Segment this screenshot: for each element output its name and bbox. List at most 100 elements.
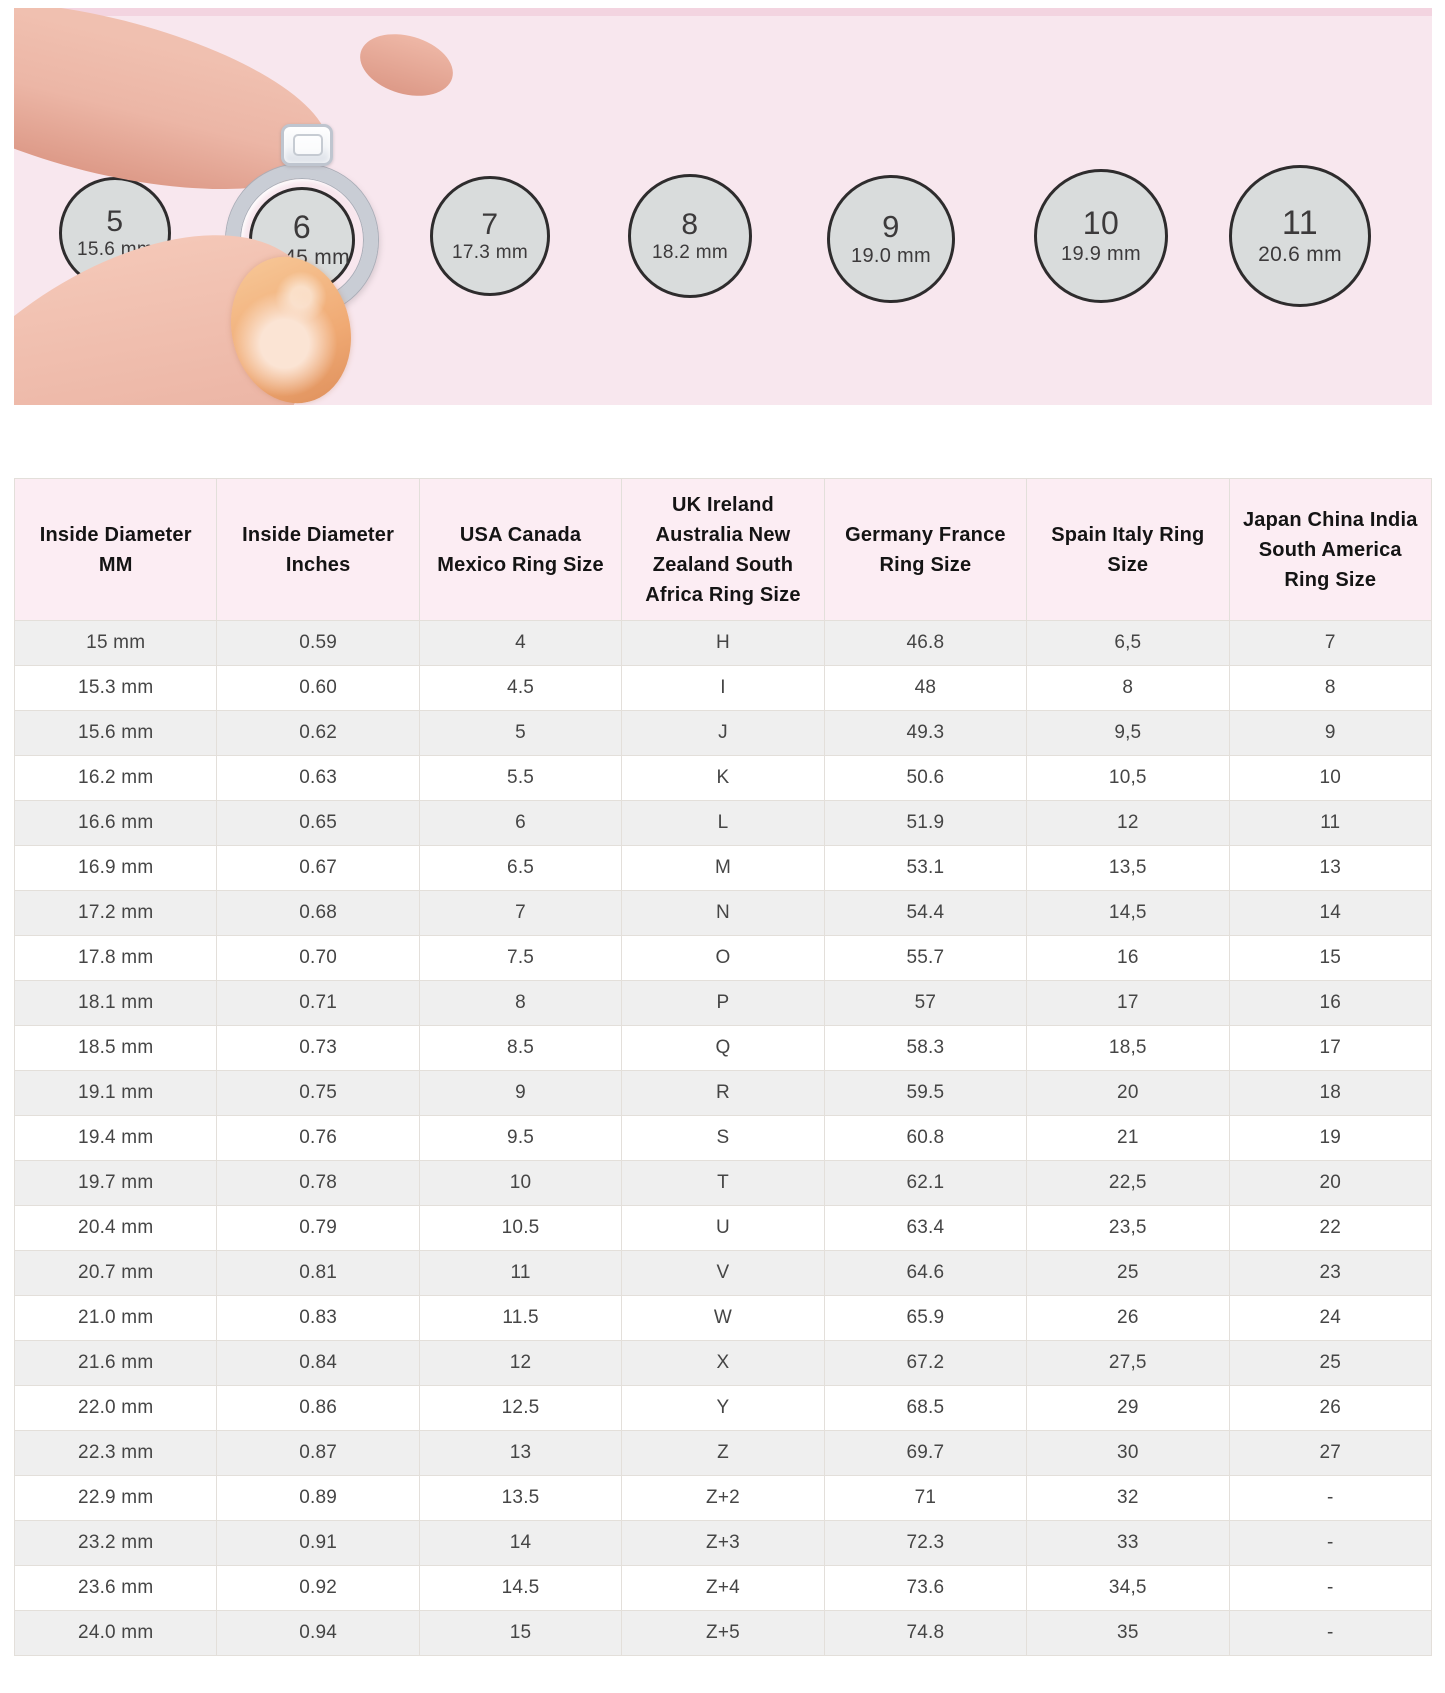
column-header: Inside Diameter MM	[13, 478, 218, 621]
table-row: 20.7 mm 0.81 11 V 64.6 25 23	[13, 1250, 1433, 1296]
table-row: 16.2 mm 0.63 5.5 K 50.6 10,5 10	[13, 755, 1433, 801]
ring-size-diameter: 18.2 mm	[651, 242, 728, 264]
table-cell: V	[621, 1250, 825, 1296]
diamond-icon	[281, 124, 333, 166]
table-cell: 23	[1228, 1250, 1433, 1296]
table-cell: 0.76	[216, 1115, 420, 1161]
table-cell: 10	[418, 1160, 623, 1206]
table-cell: 0.70	[216, 935, 420, 981]
table-cell: 22.9 mm	[13, 1475, 218, 1521]
column-header: Spain Italy Ring Size	[1026, 478, 1230, 621]
table-row: 17.8 mm 0.70 7.5 O 55.7 16 15	[13, 935, 1433, 981]
column-header-line: Zealand South	[652, 553, 794, 576]
table-cell: 32	[1026, 1475, 1230, 1521]
table-cell: 4.5	[418, 665, 623, 711]
column-header-line: Inches	[285, 553, 351, 576]
table-cell: 19.4 mm	[13, 1115, 218, 1161]
table-cell: 19.7 mm	[13, 1160, 218, 1206]
ring-size-diameter: 17.3 mm	[451, 242, 528, 264]
table-cell: 18,5	[1026, 1025, 1230, 1071]
table-cell: 15	[1228, 935, 1433, 981]
table-cell: 29	[1026, 1385, 1230, 1431]
table-cell: 0.67	[216, 845, 420, 891]
table-cell: Z+5	[621, 1610, 825, 1656]
table-cell: 67.2	[823, 1340, 1028, 1386]
table-cell: 51.9	[823, 800, 1028, 846]
table-cell: 62.1	[823, 1160, 1028, 1206]
table-cell: X	[621, 1340, 825, 1386]
table-cell: 0.65	[216, 800, 420, 846]
column-header-line: Japan China India	[1242, 508, 1418, 531]
ring-size-number: 7	[481, 207, 499, 241]
table-cell: Z+4	[621, 1565, 825, 1611]
table-cell: 10.5	[418, 1205, 623, 1251]
ring-size-diameter: 20.6 mm	[1258, 243, 1342, 267]
table-row: 17.2 mm 0.68 7 N 54.4 14,5 14	[13, 890, 1433, 936]
table-cell: 17	[1026, 980, 1230, 1026]
table-cell: 14	[418, 1520, 623, 1566]
table-cell: -	[1228, 1610, 1433, 1656]
table-cell: 16.6 mm	[13, 800, 218, 846]
table-cell: 18.5 mm	[13, 1025, 218, 1071]
table-cell: 9,5	[1026, 710, 1230, 756]
table-cell: 8.5	[418, 1025, 623, 1071]
table-cell: 59.5	[823, 1070, 1028, 1116]
table-cell: 16.9 mm	[13, 845, 218, 891]
table-cell: 23.2 mm	[13, 1520, 218, 1566]
table-cell: 12	[1026, 800, 1230, 846]
table-cell: 8	[1228, 665, 1433, 711]
ring-size-circle: 7 17.3 mm	[430, 176, 550, 296]
table-cell: 21.0 mm	[13, 1295, 218, 1341]
table-cell: 0.84	[216, 1340, 420, 1386]
column-header: Inside Diameter Inches	[216, 478, 420, 621]
table-row: 21.0 mm 0.83 11.5 W 65.9 26 24	[13, 1295, 1433, 1341]
column-header-line: Africa Ring Size	[645, 583, 801, 606]
table-row: 22.0 mm 0.86 12.5 Y 68.5 29 26	[13, 1385, 1433, 1431]
table-cell: 23.6 mm	[13, 1565, 218, 1611]
table-cell: 7	[1228, 620, 1433, 666]
table-cell: 0.68	[216, 890, 420, 936]
table-cell: 26	[1026, 1295, 1230, 1341]
table-row: 18.1 mm 0.71 8 P 57 17 16	[13, 980, 1433, 1026]
table-cell: 19	[1228, 1115, 1433, 1161]
table-cell: 15.3 mm	[13, 665, 218, 711]
table-cell: 22,5	[1026, 1160, 1230, 1206]
column-header-line: MM	[98, 553, 133, 576]
table-cell: 18	[1228, 1070, 1433, 1116]
ring-size-circle: 11 20.6 mm	[1229, 165, 1371, 307]
table-cell: 20	[1026, 1070, 1230, 1116]
column-header-line: Spain Italy Ring	[1051, 523, 1205, 546]
table-cell: 19.1 mm	[13, 1070, 218, 1116]
column-header-line: Germany France	[845, 523, 1006, 546]
table-cell: 63.4	[823, 1205, 1028, 1251]
table-cell: L	[621, 800, 825, 846]
table-cell: -	[1228, 1475, 1433, 1521]
table-cell: 71	[823, 1475, 1028, 1521]
table-cell: 14	[1228, 890, 1433, 936]
table-cell: 74.8	[823, 1610, 1028, 1656]
table-cell: 8	[1026, 665, 1230, 711]
table-cell: 21.6 mm	[13, 1340, 218, 1386]
table-cell: 57	[823, 980, 1028, 1026]
table-cell: 9.5	[418, 1115, 623, 1161]
table-cell: 13	[1228, 845, 1433, 891]
table-cell: 0.59	[216, 620, 420, 666]
table-cell: W	[621, 1295, 825, 1341]
table-cell: 0.71	[216, 980, 420, 1026]
column-header-line: South America	[1258, 538, 1402, 561]
column-header-line: USA Canada	[459, 523, 582, 546]
table-cell: 49.3	[823, 710, 1028, 756]
ring-size-number: 8	[681, 207, 699, 241]
ring-size-number: 6	[292, 208, 312, 245]
table-cell: 11.5	[418, 1295, 623, 1341]
table-cell: 16	[1228, 980, 1433, 1026]
column-header: Germany France Ring Size	[823, 478, 1028, 621]
table-cell: 25	[1026, 1250, 1230, 1296]
table-row: 19.4 mm 0.76 9.5 S 60.8 21 19	[13, 1115, 1433, 1161]
ring-size-circle: 9 19.0 mm	[827, 175, 955, 303]
table-row: 16.9 mm 0.67 6.5 M 53.1 13,5 13	[13, 845, 1433, 891]
table-cell: 69.7	[823, 1430, 1028, 1476]
table-cell: 17.8 mm	[13, 935, 218, 981]
table-cell: 17	[1228, 1025, 1433, 1071]
table-cell: J	[621, 710, 825, 756]
